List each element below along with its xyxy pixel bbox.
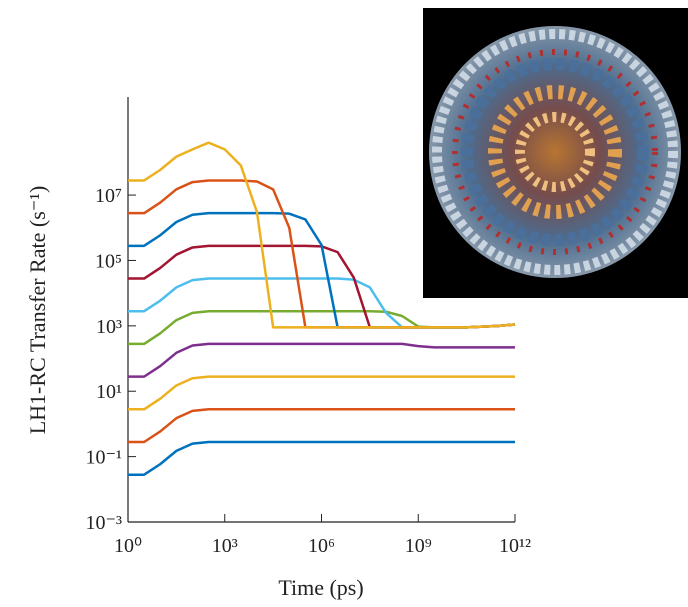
y-tick-label: 10¹ bbox=[96, 381, 122, 403]
y-tick-label: 10⁻³ bbox=[85, 512, 122, 534]
x-tick-label: 10³ bbox=[212, 535, 238, 557]
series-line bbox=[128, 141, 516, 329]
series-line bbox=[128, 440, 515, 476]
x-tick-label: 10⁹ bbox=[405, 535, 432, 557]
y-tick-label: 10³ bbox=[96, 316, 122, 338]
inset-image bbox=[423, 8, 688, 298]
y-tick-label: 10⁵ bbox=[95, 250, 122, 272]
series-line bbox=[128, 342, 515, 378]
x-tick-label: 10⁰ bbox=[114, 535, 142, 557]
x-tick-label: 10¹² bbox=[499, 535, 531, 557]
series-line bbox=[128, 408, 515, 444]
y-tick-label: 10⁻¹ bbox=[85, 447, 122, 469]
y-tick-label: 10⁷ bbox=[95, 185, 122, 207]
y-axis-label: LH1-RC Transfer Rate (s⁻¹) bbox=[25, 186, 50, 435]
x-tick-label: 10⁶ bbox=[308, 535, 335, 557]
x-axis-label: Time (ps) bbox=[278, 575, 363, 600]
series-line bbox=[128, 375, 515, 411]
